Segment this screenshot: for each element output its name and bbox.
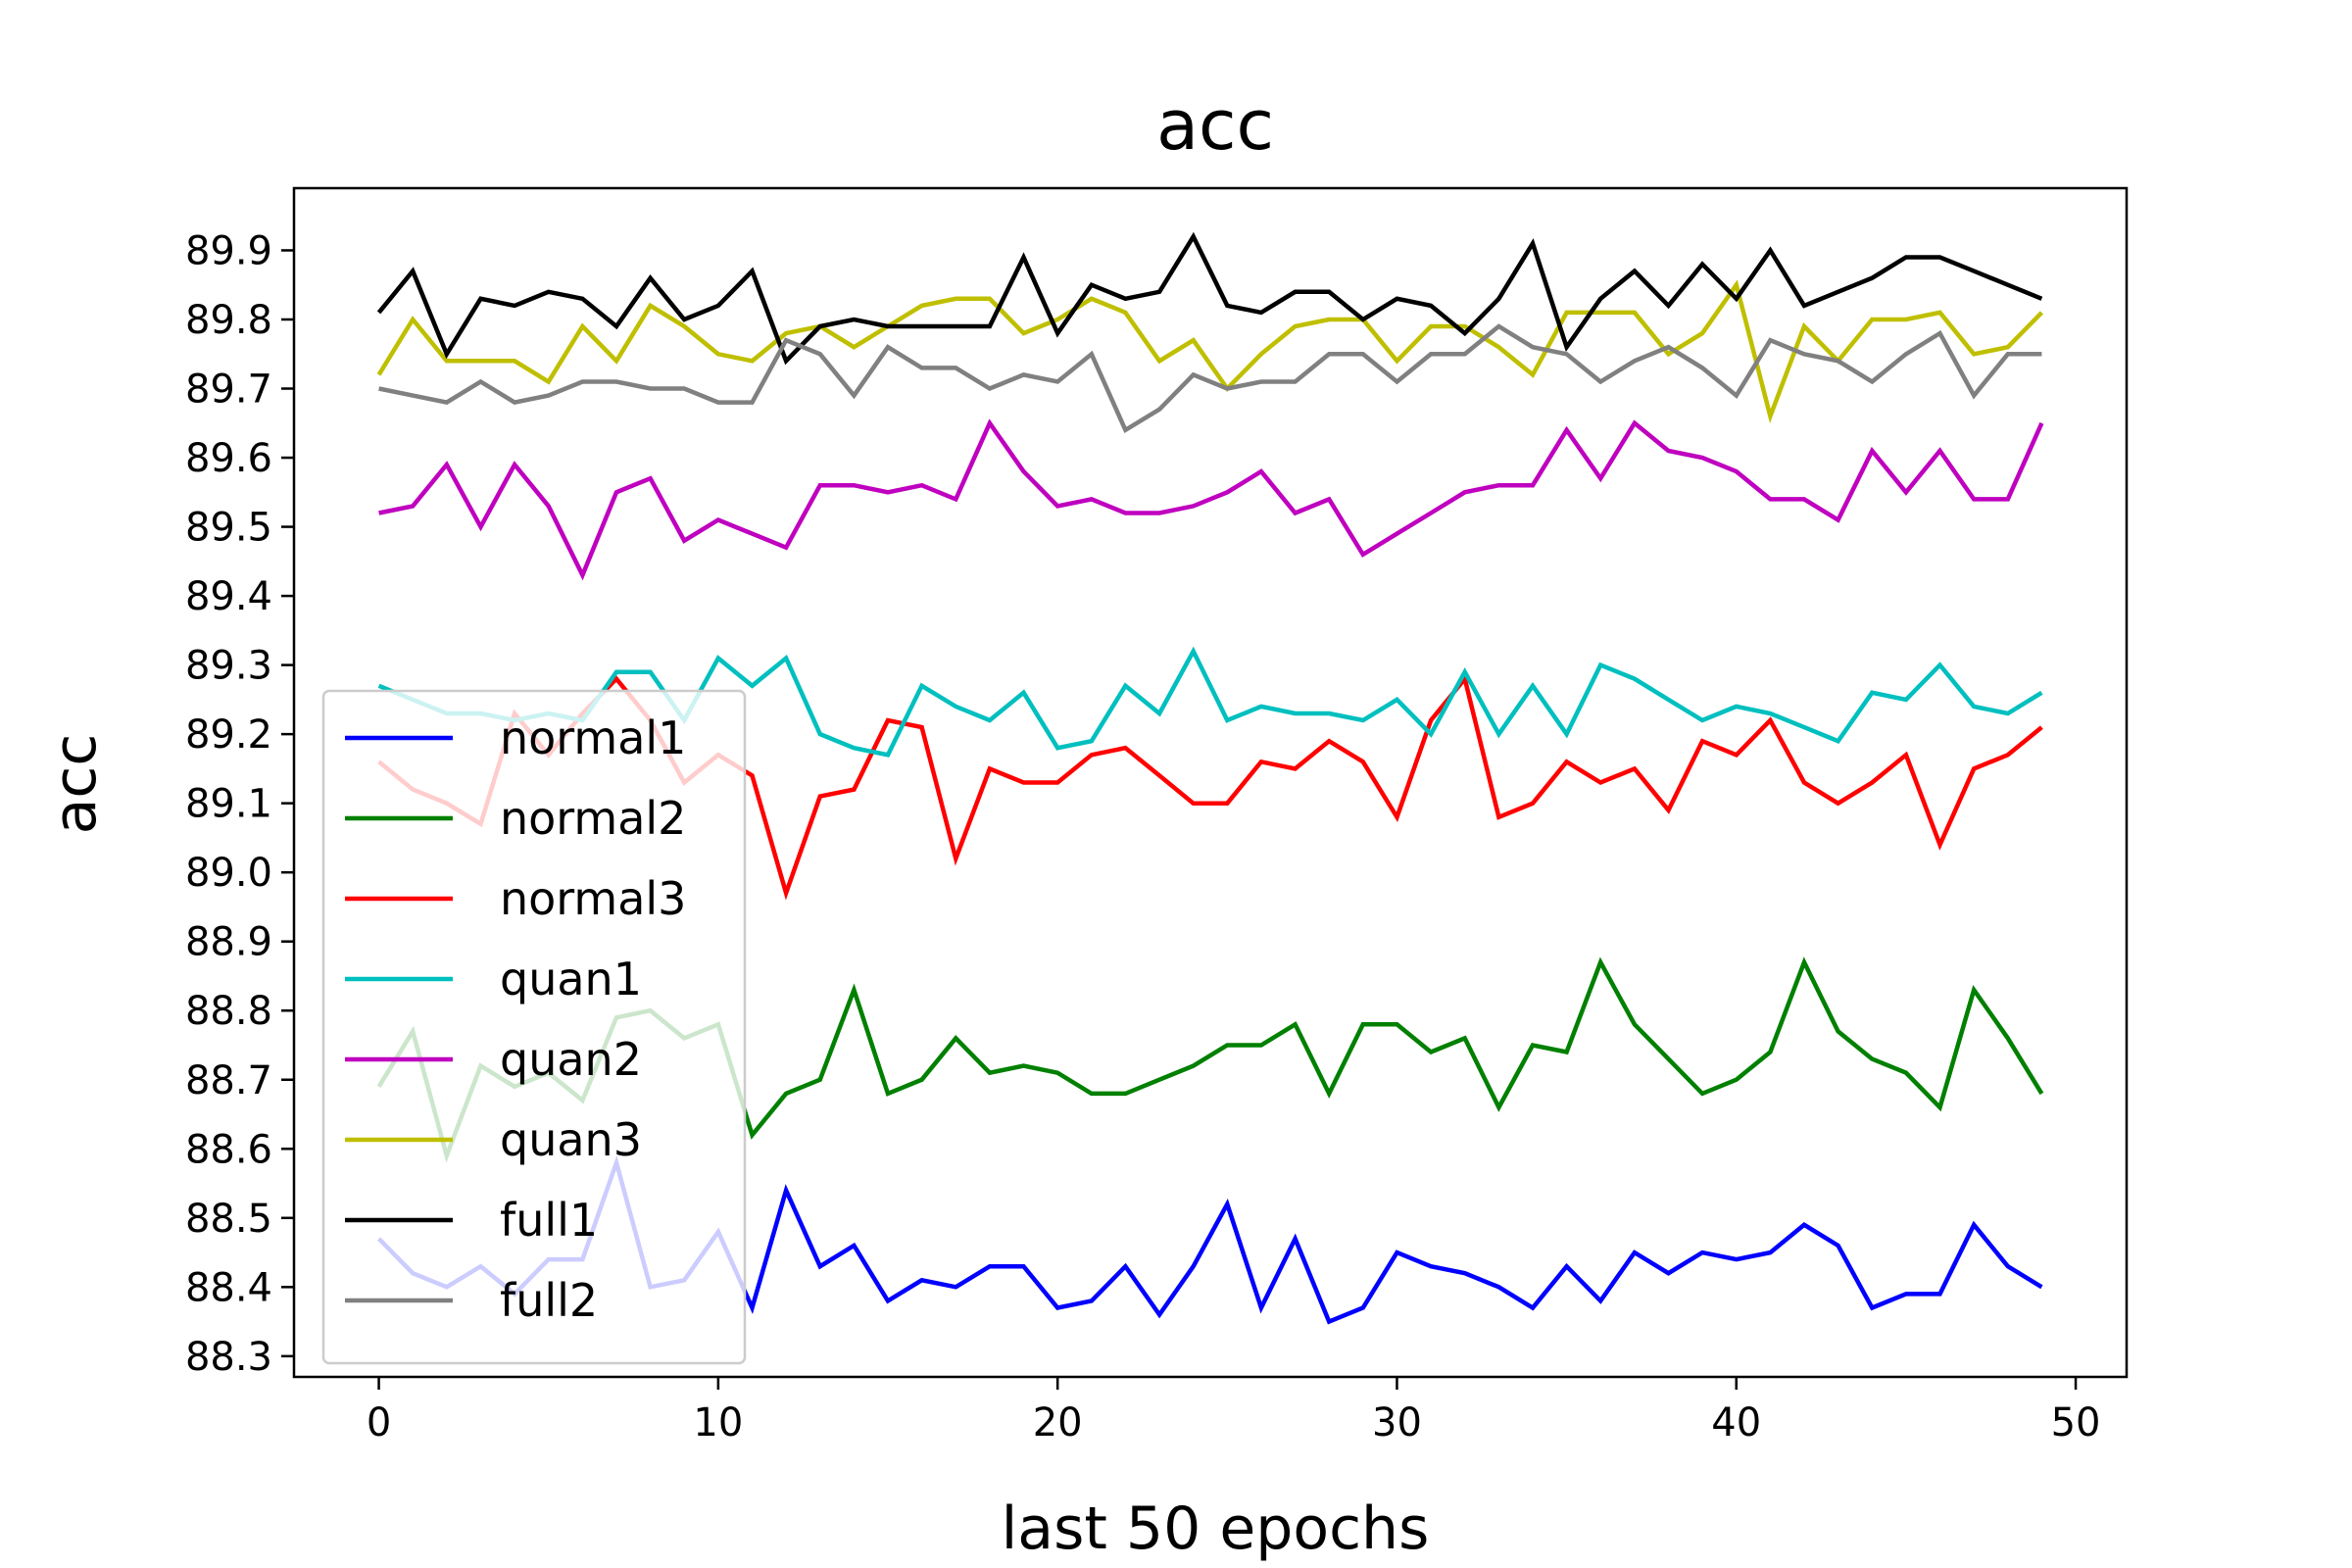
y-tick-label: 88.6 bbox=[185, 1127, 272, 1172]
y-axis-title: acc bbox=[41, 734, 110, 835]
legend-label-normal2: normal2 bbox=[500, 792, 686, 845]
series-line-quan2 bbox=[378, 418, 2044, 581]
legend: normal1 normal2 normal3 quan1 quan2 quan3 full… bbox=[321, 689, 747, 1365]
x-tick-label: 20 bbox=[1033, 1400, 1083, 1446]
y-tick-label: 88.9 bbox=[185, 920, 272, 965]
plot-frame bbox=[292, 186, 2129, 1379]
y-tick-label: 89.5 bbox=[185, 506, 272, 551]
y-tick-label: 88.5 bbox=[185, 1197, 272, 1242]
y-tick-label: 89.4 bbox=[185, 574, 272, 619]
y-tick-label: 88.8 bbox=[185, 989, 272, 1034]
y-tick-label: 89.9 bbox=[185, 228, 272, 273]
y-tick-label: 88.4 bbox=[185, 1265, 272, 1310]
series-line-full2 bbox=[378, 323, 2042, 434]
legend-box bbox=[321, 689, 747, 1365]
y-tick-label: 88.3 bbox=[185, 1335, 272, 1380]
series-line-quan3 bbox=[376, 279, 2044, 424]
y-tick-label: 89.0 bbox=[185, 851, 272, 896]
series-line-full1 bbox=[376, 231, 2043, 366]
legend-label-quan2: quan2 bbox=[500, 1033, 642, 1086]
y-tick-label: 89.8 bbox=[185, 298, 272, 343]
legend-label-quan1: quan1 bbox=[500, 953, 642, 1005]
legend-label-normal1: normal1 bbox=[500, 711, 686, 764]
y-axis: 88.3 88.4 88.5 88.6 88.7 88.8 88.9 89.0 89.1 89.2… bbox=[185, 228, 294, 1380]
y-tick-label: 89.1 bbox=[185, 782, 272, 827]
x-axis: 0 10 20 30 40 50 bbox=[367, 1377, 2101, 1446]
x-tick-label: 30 bbox=[1372, 1400, 1422, 1446]
y-tick-label: 88.7 bbox=[185, 1058, 272, 1103]
x-tick-label: 0 bbox=[367, 1400, 391, 1446]
legend-label-full1: full1 bbox=[500, 1194, 598, 1247]
legend-label-full2: full2 bbox=[500, 1274, 598, 1327]
chart-title: acc bbox=[1156, 85, 1274, 166]
x-axis-title: last 50 epochs bbox=[1002, 1494, 1430, 1563]
legend-label-quan3: quan3 bbox=[500, 1113, 642, 1166]
series-line-quan1 bbox=[377, 646, 2043, 758]
y-tick-label: 89.3 bbox=[185, 644, 272, 689]
legend-label-normal3: normal3 bbox=[500, 872, 686, 925]
x-tick-label: 10 bbox=[693, 1400, 743, 1446]
y-tick-label: 89.2 bbox=[185, 712, 272, 758]
y-tick-label: 89.7 bbox=[185, 368, 272, 413]
y-tick-label: 89.6 bbox=[185, 436, 272, 481]
x-tick-label: 50 bbox=[2051, 1400, 2101, 1446]
x-tick-label: 40 bbox=[1711, 1400, 1761, 1446]
